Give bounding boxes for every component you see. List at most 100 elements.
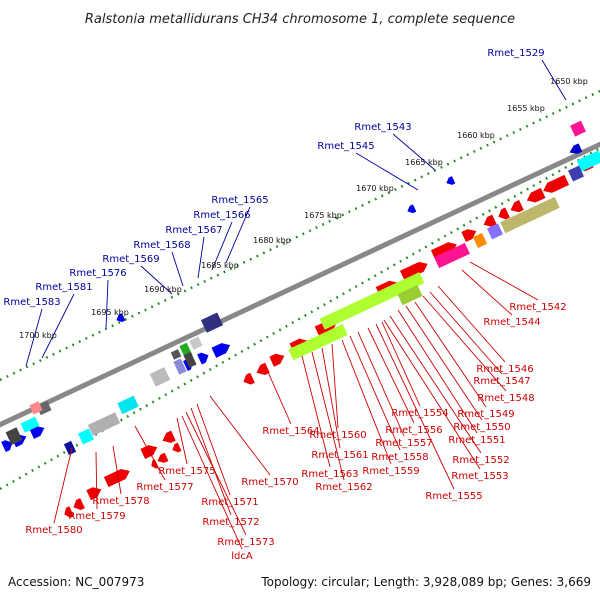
gene-label-top[interactable]: Rmet_1545 [317,141,374,152]
gene-arrow[interactable] [461,226,478,243]
gene-label-bottom[interactable]: Rmet_1570 [241,477,298,488]
gene-label-top[interactable]: Rmet_1567 [165,225,222,236]
gene-label-bottom[interactable]: Rmet_1562 [315,482,372,493]
gene-arrow[interactable] [525,187,546,206]
gene-arrow[interactable] [103,466,132,488]
gene-label-bottom[interactable]: Rmet_1548 [477,393,534,404]
leader-line [389,315,482,454]
leader-line [383,319,481,470]
feature-block [487,223,503,240]
gene-label-bottom[interactable]: Rmet_1557 [375,438,432,449]
gene-label-bottom[interactable]: Rmet_1560 [309,430,366,441]
gene-label-bottom[interactable]: Rmet_1563 [301,469,358,480]
feature-block [170,349,182,360]
gene-arrow[interactable] [241,372,255,387]
gene-label-bottom[interactable]: Rmet_1579 [68,511,125,522]
gene-label-top[interactable]: Rmet_1581 [35,282,92,293]
gene-label-bottom[interactable]: Rmet_1544 [483,317,540,328]
gene-label-bottom[interactable]: Rmet_1554 [391,408,448,419]
gene-arrow[interactable] [29,423,46,439]
gene-label-bottom[interactable]: Rmet_1550 [453,422,510,433]
gene-arrow[interactable] [541,174,570,196]
scale-label: 1655 kbp [507,104,545,113]
gene-label-bottom[interactable]: Rmet_1571 [201,497,258,508]
leader-line [437,285,506,363]
gene-label-top[interactable]: Rmet_1529 [487,48,544,59]
gene-arrow[interactable] [496,207,510,222]
gene-label-bottom[interactable]: Rmet_1578 [92,496,149,507]
feature-block [87,412,121,436]
gene-arrow[interactable] [445,176,456,187]
leader-line [355,152,419,191]
feature-block [576,150,600,172]
leader-line [381,321,421,407]
leader-line [140,265,173,295]
gene-label-top[interactable]: Rmet_1543 [354,122,411,133]
gene-label-top[interactable]: Rmet_1569 [102,254,159,265]
gene-label-top[interactable]: Rmet_1568 [133,240,190,251]
gene-label-bottom[interactable]: Rmet_1547 [473,376,530,387]
gene-arrow[interactable] [481,214,497,230]
leader-line [209,395,271,476]
gene-arrow[interactable] [508,200,524,215]
gene-label-top[interactable]: Rmet_1576 [69,268,126,279]
gene-arrow[interactable] [269,351,286,367]
gene-label-bottom[interactable]: Rmet_1575 [158,466,215,477]
gene-label-bottom[interactable]: Rmet_1553 [451,471,508,482]
leader-line [341,339,392,465]
gene-label-top[interactable]: Rmet_1583 [3,297,60,308]
gene-arrow[interactable] [156,452,169,465]
gene-arrow[interactable] [211,340,233,358]
gene-label-bottom[interactable]: Rmet_1561 [311,450,368,461]
gene-arrow[interactable] [149,459,159,470]
leader-line [176,417,188,465]
leader-line [397,309,478,434]
gene-arrow[interactable] [160,430,176,446]
gene-arrow[interactable] [254,362,270,378]
gene-arrow[interactable] [399,259,430,281]
gene-arrow[interactable] [568,143,583,156]
leader-line [541,59,567,101]
leader-line [367,327,415,424]
gene-arrow[interactable] [62,506,74,519]
gene-label-bottom[interactable]: Rmet_1556 [385,425,442,436]
leader-line [197,236,205,279]
gene-label-bottom[interactable]: Rmet_1559 [362,466,419,477]
gene-label-top[interactable]: Rmet_1566 [193,210,250,221]
gene-label-bottom[interactable]: Rmet_1542 [509,302,566,313]
gene-label-bottom[interactable]: Rmet_1573 [217,537,274,548]
upper-dotted-scale [0,89,600,382]
gene-arrow[interactable] [86,484,103,501]
gene-arrow[interactable] [197,350,211,365]
genome-backbone [0,141,600,428]
gene-label-top[interactable]: Rmet_1565 [211,195,268,206]
feature-block [189,336,203,350]
gene-arrow[interactable] [1,438,15,453]
feature-block [78,428,94,445]
gene-label-bottom[interactable]: Rmet_1577 [136,482,193,493]
leader-line [469,261,539,301]
gene-label-bottom[interactable]: Rmet_1549 [457,409,514,420]
gene-label-bottom[interactable]: Rmet_1564 [262,426,319,437]
gene-label-bottom[interactable]: Rmet_1546 [476,364,533,375]
gene-arrow[interactable] [115,313,126,324]
gene-label-bottom[interactable]: Rmet_1551 [448,435,505,446]
gene-arrow[interactable] [140,442,159,459]
gene-label-bottom[interactable]: Rmet_1555 [425,491,482,502]
leader-line [190,407,232,516]
gene-arrow[interactable] [170,442,182,455]
feature-block [288,323,348,361]
gene-label-bottom[interactable]: Rmet_1580 [25,525,82,536]
gene-label-bottom[interactable]: ldcA [231,551,253,562]
gene-label-bottom[interactable]: Rmet_1572 [202,517,259,528]
gene-arrow[interactable] [71,498,85,512]
gene-label-bottom[interactable]: Rmet_1552 [452,455,509,466]
feature-block [36,401,52,416]
leader-line [405,305,483,421]
leader-line [321,347,341,449]
leader-line [225,206,251,264]
gene-label-bottom[interactable]: Rmet_1558 [371,452,428,463]
gene-arrow[interactable] [406,204,417,215]
